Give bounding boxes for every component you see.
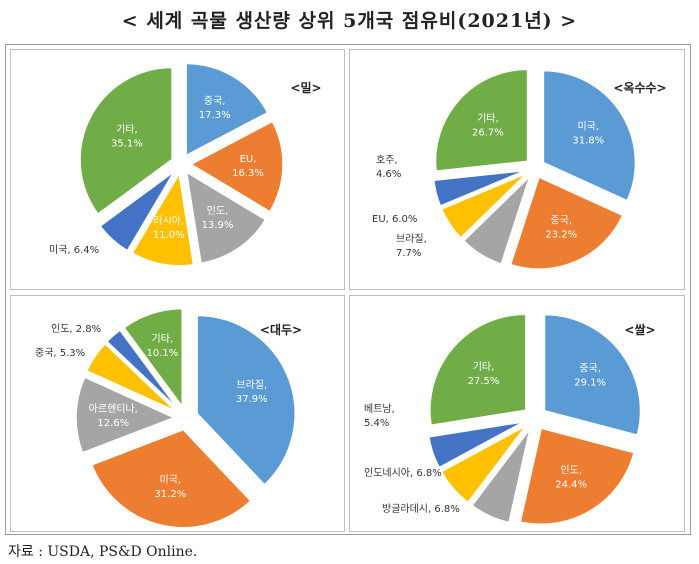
- slice-label-value: 35.1%: [111, 139, 143, 150]
- pie-panel-rice: 중국, 29.1% 인도, 24.4% 방글라데시, 6.8% 인도네시아, 6.8% 베트…: [349, 295, 685, 532]
- pie-chart-rice: 중국, 29.1% 인도, 24.4% 방글라데시, 6.8% 인도네시아, 6.8% 베트…: [364, 313, 656, 525]
- pie-panel-corn: 미국, 31.8% 중국, 23.2% 브라질, 7.7% EU, 6.0% 호주, 4.6% 기…: [349, 49, 685, 290]
- pie-panel-wheat: 중국, 17.3% EU, 16.3% 인도, 13.9% 러시아, 11.0% 미국, 6.4…: [10, 49, 345, 290]
- slice-label-value: 16.3%: [232, 168, 264, 179]
- chart-title: <옥수수>: [613, 80, 666, 95]
- slice-label-value: 17.3%: [199, 110, 231, 121]
- pie-slice: [185, 170, 267, 265]
- slice-label-name: 기타,: [473, 361, 495, 373]
- slice-label-value: 26.7%: [472, 128, 504, 139]
- pie-slice: [440, 425, 527, 504]
- pie-slice: [519, 427, 635, 525]
- pie-slice: [79, 66, 173, 216]
- slice-label-value: 37.9%: [236, 394, 268, 405]
- chart-title: <밀>: [290, 81, 321, 95]
- slice-label-value: 29.1%: [574, 378, 606, 389]
- chart-title: <대두>: [260, 323, 302, 337]
- slice-label-name: 브라질,: [236, 379, 267, 391]
- slice-label-value: 7.7%: [396, 248, 421, 259]
- slice-label-name: 인도,: [560, 464, 582, 476]
- pie-slice: [433, 169, 526, 207]
- charts-frame: 중국, 17.3% EU, 16.3% 인도, 13.9% 러시아, 11.0% 미국, 6.4…: [5, 44, 691, 535]
- slice-label-name: 기타,: [152, 333, 174, 345]
- slice-label-name: 미국,: [577, 121, 599, 133]
- pie-slice: [434, 68, 529, 172]
- slice-label-name: 중국,: [204, 95, 226, 107]
- source-note: 자료 : USDA, PS&D Online.: [8, 544, 198, 560]
- pie-slice: [105, 329, 179, 410]
- pie-slice: [185, 62, 269, 157]
- pie-slice: [85, 342, 177, 412]
- slice-label-value: 31.2%: [154, 489, 186, 500]
- slice-label-value: 24.4%: [555, 479, 587, 490]
- slice-label: 미국, 6.4%: [49, 244, 99, 256]
- pie-slice: [75, 376, 176, 454]
- pie-slice: [131, 171, 195, 267]
- pie-slice: [427, 421, 524, 469]
- pie-chart-corn: 미국, 31.8% 중국, 23.2% 브라질, 7.7% EU, 6.0% 호주, 4.6% 기…: [372, 68, 667, 270]
- slice-label-value: 10.1%: [146, 348, 178, 359]
- pie-slice: [471, 428, 531, 524]
- slice-label-value: 11.0%: [153, 230, 185, 241]
- slice-label-name: EU,: [240, 154, 257, 165]
- pie-slice: [99, 170, 175, 252]
- slice-label-name: 러시아,: [153, 215, 184, 227]
- slice-label-name: 미국,: [160, 474, 182, 486]
- pie-slice: [196, 314, 296, 486]
- pie-slice: [123, 307, 184, 409]
- pie-panel-soybean: 브라질, 37.9% 미국, 31.2% 아르헨티나, 12.6% 중국, 5.3% 인도, …: [10, 295, 345, 532]
- slice-label-name: 호주,: [376, 154, 398, 166]
- slice-label-value: 5.4%: [364, 418, 389, 429]
- slice-label: 방글라데시, 6.8%: [382, 503, 460, 515]
- pie-slice: [542, 69, 637, 202]
- slice-label: 중국, 5.3%: [35, 347, 85, 359]
- slice-label: EU, 6.0%: [372, 214, 417, 225]
- slice-label: 인도, 2.8%: [51, 323, 101, 335]
- slice-label-value: 31.8%: [572, 136, 604, 147]
- slice-label-name: 기타,: [477, 113, 499, 125]
- pie-slice: [189, 120, 284, 213]
- slice-label-value: 23.2%: [545, 230, 577, 241]
- slice-label-value: 12.6%: [97, 418, 129, 429]
- pie-chart-soybean: 브라질, 37.9% 미국, 31.2% 아르헨티나, 12.6% 중국, 5.3% 인도, …: [35, 307, 302, 529]
- slice-label-value: 4.6%: [376, 169, 401, 180]
- slice-label-name: 인도,: [207, 205, 229, 217]
- page-title: < 세계 곡물 생산량 상위 5개국 점유비(2021년) >: [121, 10, 578, 32]
- pie-chart-wheat: 중국, 17.3% EU, 16.3% 인도, 13.9% 러시아, 11.0% 미국, 6.4…: [49, 62, 322, 267]
- pie-slice: [429, 313, 527, 427]
- pie-slice: [440, 172, 528, 239]
- slice-label-name: 기타,: [116, 124, 138, 136]
- pie-slice: [462, 175, 531, 265]
- slice-label-name: 아르헨티나,: [89, 403, 138, 415]
- pie-slice: [543, 313, 642, 437]
- slice-label-name: 브라질,: [396, 233, 427, 245]
- pie-slice: [509, 176, 624, 270]
- slice-label-value: 27.5%: [468, 376, 500, 387]
- chart-title: <쌀>: [624, 323, 655, 337]
- pie-slice: [90, 428, 252, 529]
- slice-label: 인도네시아, 6.8%: [364, 467, 442, 479]
- slice-label-name: 중국,: [550, 215, 572, 227]
- slice-label-value: 13.9%: [202, 220, 234, 231]
- slice-label-name: 베트남,: [364, 403, 395, 415]
- slice-label-name: 중국,: [579, 363, 601, 375]
